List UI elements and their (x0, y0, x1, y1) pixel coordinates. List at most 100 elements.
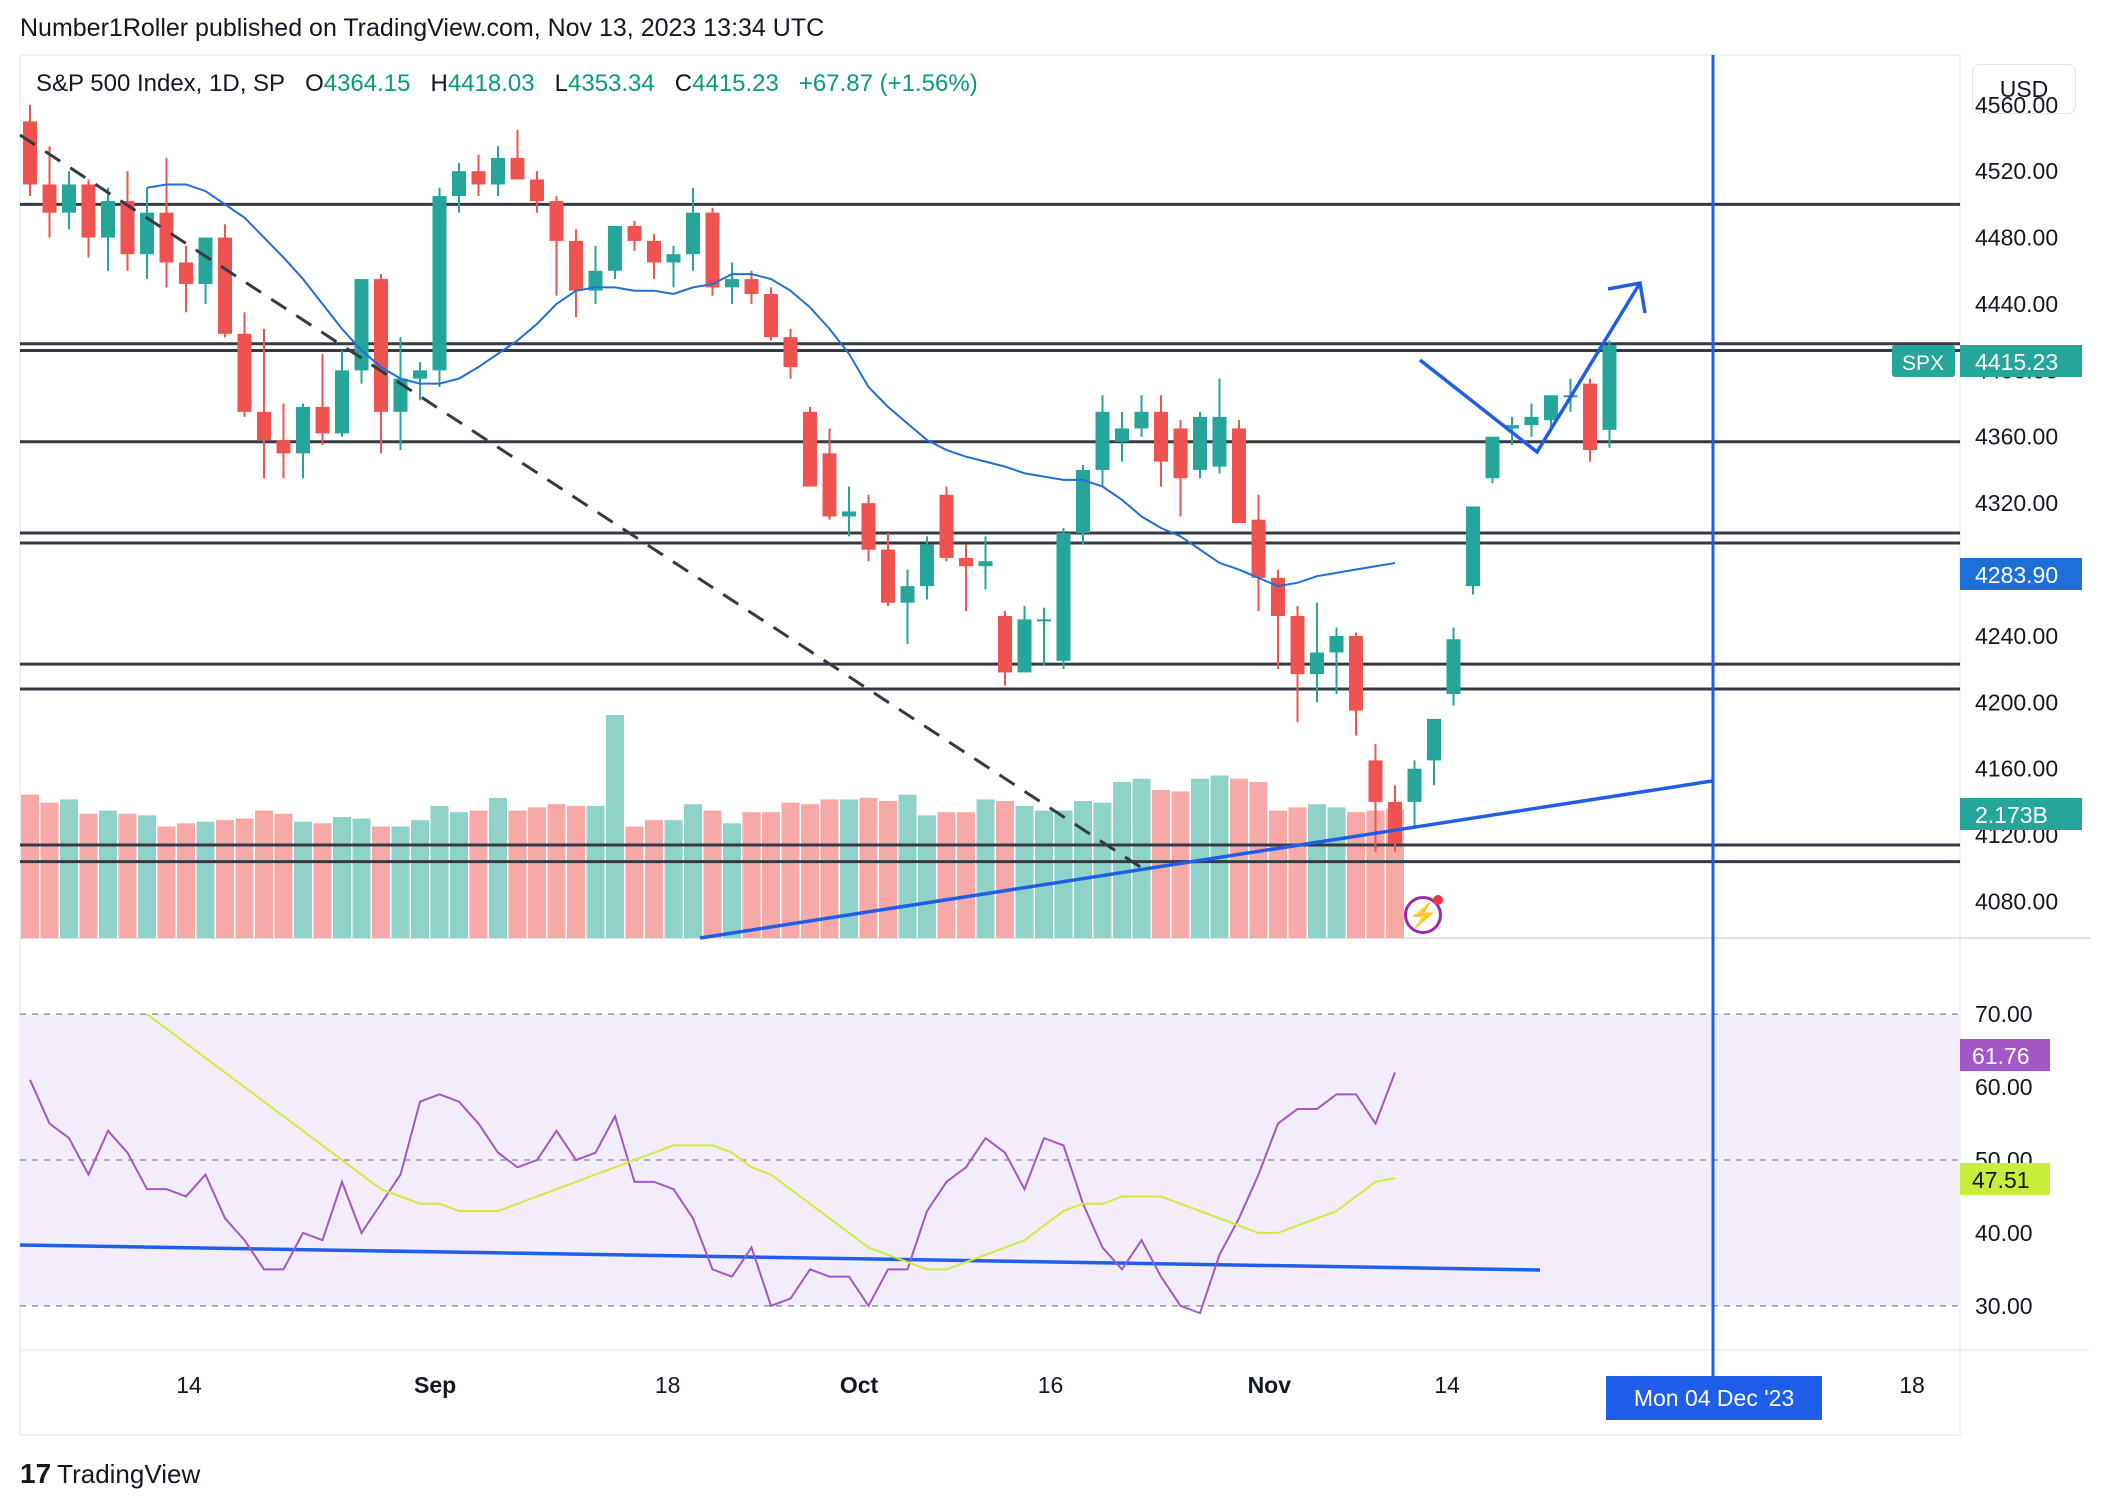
legend-close: 4415.23 (692, 70, 779, 97)
candle-body (81, 184, 96, 238)
rsi-line (29, 1072, 1396, 1315)
volume-bar (547, 804, 566, 938)
legend-open: 4364.15 (323, 70, 411, 97)
volume-bar (274, 813, 293, 938)
candle-body (627, 225, 642, 241)
candle-body (413, 370, 427, 379)
volume-label-bg (1960, 798, 2082, 830)
candle-body (62, 184, 76, 213)
ma-price-bg (1960, 558, 2082, 590)
volume-bar (1230, 778, 1248, 938)
candle-body (1407, 768, 1422, 802)
candle-body (588, 270, 603, 291)
currency-button[interactable]: USD (1972, 64, 2076, 114)
legend-high: 4418.03 (447, 70, 535, 97)
symbol-legend: S&P 500 Index, 1D, SP O4364.15 H4418.03 … (36, 70, 978, 98)
volume-bar (742, 812, 761, 938)
candle-body (1446, 639, 1461, 695)
price-tick-label: 4320.00 (1975, 490, 2058, 516)
volume-bar (1093, 802, 1112, 938)
candle-body (822, 453, 837, 517)
candle-body (725, 279, 739, 288)
volume-bar (196, 821, 215, 938)
volume-bar (79, 813, 98, 938)
volume-bar (99, 810, 117, 938)
candle-body (1466, 506, 1480, 587)
rsi-tick-label: 30.00 (1975, 1293, 2033, 1319)
candle-body (1212, 416, 1227, 467)
candle-body (1017, 619, 1032, 673)
volume-bar (216, 820, 234, 938)
rsi-value-label: 61.76 (1972, 1043, 2030, 1069)
candle-body (452, 171, 466, 197)
volume-bar (157, 826, 176, 938)
volume-bar (138, 815, 156, 938)
volume-bar (255, 810, 273, 938)
price-tick-label: 4200.00 (1975, 689, 2058, 715)
price-tick-label: 4520.00 (1975, 158, 2058, 184)
candle-body (491, 157, 505, 185)
lightning-icon[interactable]: ⚡ (1404, 895, 1443, 934)
candle-body (1095, 411, 1110, 470)
candle-body (1154, 411, 1168, 462)
candle-body (1349, 635, 1363, 711)
price-tick-label: 4080.00 (1975, 888, 2058, 914)
candle-body (42, 184, 57, 213)
candle-body (1056, 533, 1071, 661)
legend-change: +67.87 (+1.56%) (798, 70, 978, 97)
candle-body (978, 561, 993, 567)
volume-bar (1249, 781, 1268, 938)
legend-open-label: O (305, 70, 324, 97)
legend-symbol: S&P 500 Index, 1D, SP (36, 70, 286, 97)
volume-bar (1113, 781, 1131, 938)
volume-bar (996, 801, 1014, 938)
time-tick-label: Sep (414, 1372, 456, 1398)
candle-body (1583, 383, 1597, 451)
legend-low-label: L (554, 70, 568, 97)
candle-body (1602, 345, 1617, 430)
volume-bar (567, 805, 585, 938)
tradingview-logo-text: TradingView (57, 1458, 201, 1489)
volume-bar (313, 823, 332, 938)
candle-body (120, 201, 135, 255)
candle-body (432, 196, 447, 371)
rsi-value-bg (1960, 1039, 2050, 1071)
candle-body (1115, 428, 1129, 442)
volume-bar (508, 810, 527, 938)
volume-bar (177, 823, 195, 938)
volume-bar (1269, 810, 1287, 938)
candle-body (1232, 428, 1246, 524)
volume-bar (937, 812, 956, 938)
rsi-ma-value-label: 47.51 (1972, 1167, 2030, 1193)
time-tick-label: 18 (655, 1372, 681, 1398)
time-tick-label: 14 (176, 1372, 202, 1398)
candle-body (861, 503, 876, 550)
tradingview-logo: 17 TradingView (20, 1458, 200, 1490)
candle-body (1368, 760, 1383, 802)
price-tick-label: 4240.00 (1975, 623, 2058, 649)
candle-body (998, 616, 1012, 673)
volume-bar (1366, 810, 1385, 938)
volume-bar (840, 799, 858, 938)
candle-body (1329, 635, 1344, 653)
volume-bar (372, 826, 390, 938)
chart-canvas[interactable]: 4560.004520.004480.004440.004400.004360.… (0, 0, 2108, 1440)
candle-body (101, 201, 115, 238)
volume-bar (333, 816, 351, 938)
rsi-trend-line (19, 1243, 1541, 1272)
volume-bar (1347, 812, 1365, 938)
volume-bar (1054, 810, 1073, 938)
volume-bar (469, 810, 488, 938)
rsi-ma-value-bg (1960, 1163, 2050, 1195)
candle-body (237, 333, 252, 412)
candle-body (744, 279, 759, 295)
candle-body (1310, 652, 1324, 675)
volume-bar (294, 821, 312, 938)
candle-body (1173, 428, 1188, 479)
volume-bar (976, 799, 995, 938)
candle-body (959, 557, 973, 567)
candle-body (764, 294, 778, 338)
candle-body (276, 440, 291, 454)
volume-bar (1015, 805, 1034, 938)
volume-bar (645, 820, 663, 938)
